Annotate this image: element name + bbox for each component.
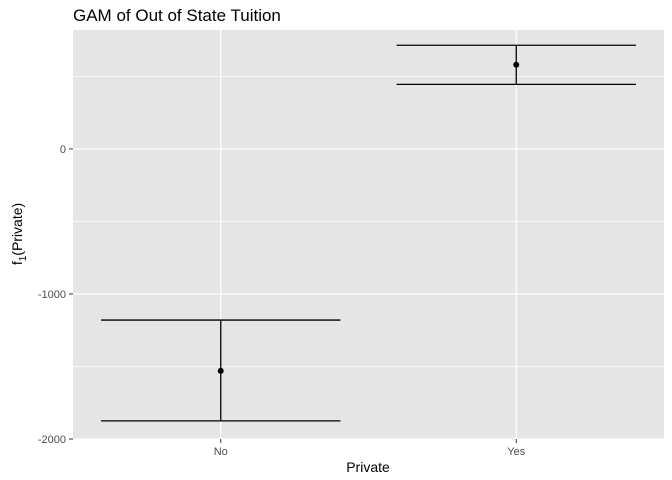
plot-panel: [73, 30, 664, 439]
data-point: [513, 61, 520, 68]
data-point: [217, 367, 224, 374]
y-tick-label: -2000: [38, 434, 66, 446]
error-bars: [101, 44, 636, 422]
x-axis: No Yes: [214, 439, 526, 458]
x-tick-label: Yes: [507, 446, 525, 458]
minor-gridlines: [73, 76, 664, 367]
y-axis-title-subscript: 1: [18, 255, 29, 261]
y-axis-title-main: f: [9, 261, 25, 265]
y-tick-label: -1000: [38, 289, 66, 301]
major-gridlines: [73, 30, 664, 440]
y-axis-title: f1(Private): [9, 203, 29, 265]
y-axis: -2000 -1000 0: [38, 144, 73, 446]
x-tick-label: No: [214, 446, 228, 458]
y-tick-label: 0: [60, 144, 66, 156]
x-axis-title: Private: [346, 459, 390, 475]
y-axis-title-rest: (Private): [9, 203, 25, 256]
chart-title: GAM of Out of State Tuition: [73, 6, 281, 25]
